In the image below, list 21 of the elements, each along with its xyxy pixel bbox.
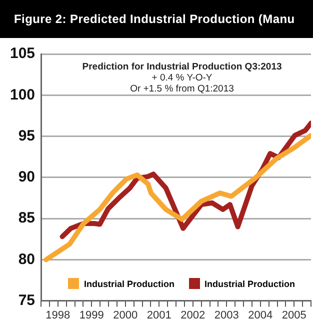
chart-title: Figure 2: Predicted Industrial Production (Manu <box>0 0 313 38</box>
x-tick-label: 2004 <box>248 309 273 322</box>
legend-label: Industrial Production <box>204 278 296 289</box>
x-tick-label: 2005 <box>282 309 306 322</box>
y-tick-label: 105 <box>10 45 36 62</box>
x-tick-label: 2000 <box>113 309 138 322</box>
x-tick-label: 1999 <box>79 309 104 322</box>
x-tick-label: 2002 <box>180 309 206 322</box>
annotation: Or +1.5 % from Q1:2013 <box>130 83 234 94</box>
y-tick-label: 90 <box>18 168 36 186</box>
x-tick-label: 2001 <box>146 309 172 322</box>
y-tick-label: 95 <box>18 127 36 144</box>
legend-label: Industrial Production <box>83 278 175 289</box>
annotation: + 0.4 % Y-O-Y <box>152 72 213 84</box>
x-tick-label: 1998 <box>46 309 70 322</box>
y-tick-label: 100 <box>10 86 36 104</box>
y-tick-label: 75 <box>18 292 36 309</box>
x-tick-label: 2003 <box>214 309 239 322</box>
y-tick-label: 85 <box>18 210 36 227</box>
y-tick-label: 80 <box>18 250 36 268</box>
annotation: Prediction for Industrial Production Q3:2013 <box>82 61 282 72</box>
